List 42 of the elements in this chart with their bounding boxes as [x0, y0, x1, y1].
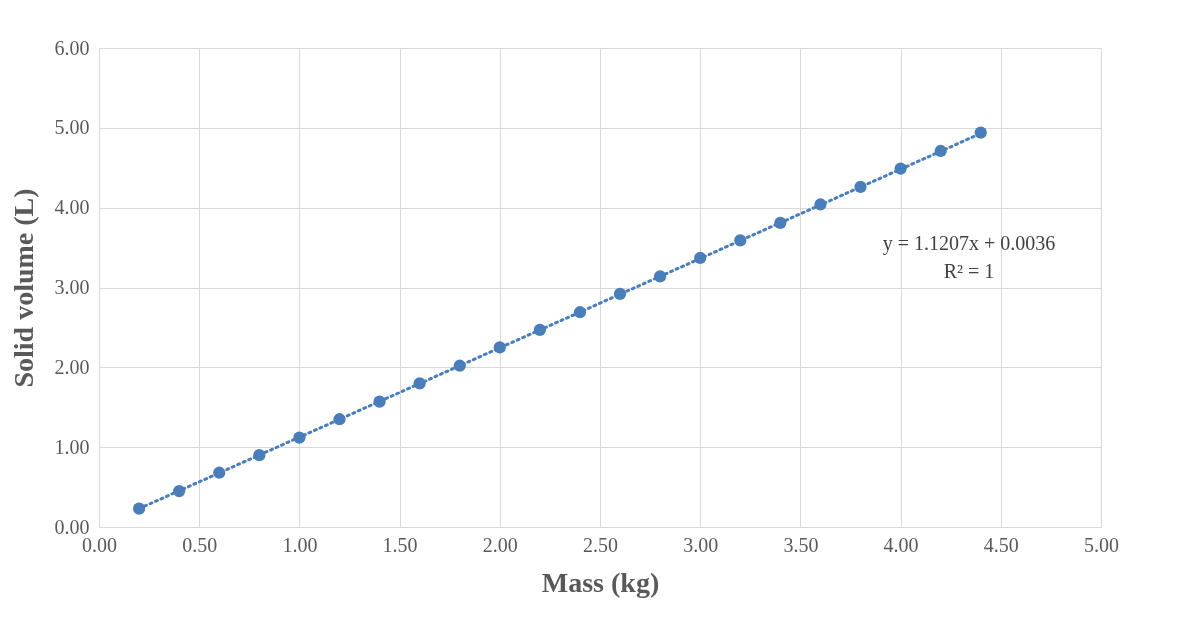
y-tick-label: 2.00: [54, 355, 90, 378]
point: [774, 216, 787, 229]
y-tick-label: 5.00: [54, 116, 90, 139]
x-tick-label: 3.50: [783, 533, 819, 556]
x-tick-label: 1.00: [282, 533, 318, 556]
point: [814, 198, 827, 211]
point: [974, 126, 987, 139]
point: [894, 162, 907, 175]
point: [373, 395, 386, 408]
y-axis-title: Solid volume (L): [7, 188, 39, 388]
point: [293, 431, 306, 444]
y-tick-label: 1.00: [54, 435, 90, 458]
x-tick-label: 4.50: [983, 533, 1019, 556]
point: [253, 449, 266, 462]
point: [333, 413, 346, 426]
point: [453, 359, 466, 372]
point: [694, 251, 707, 265]
x-tick-label: 1.50: [382, 533, 418, 556]
x-axis-title: Mass (kg): [541, 566, 660, 598]
y-tick-label: 3.00: [54, 276, 90, 298]
x-tick-label: 2.00: [482, 533, 518, 556]
x-tick-label: 2.50: [583, 533, 618, 556]
point: [132, 502, 146, 515]
y-tick-label: 6.00: [54, 36, 90, 59]
y-tick-label: 4.00: [54, 196, 90, 219]
point: [934, 144, 947, 158]
point: [613, 287, 627, 300]
point: [734, 234, 747, 247]
x-tick-label: 0.50: [182, 533, 218, 556]
x-tick-label: 3.00: [683, 533, 719, 556]
point: [493, 341, 506, 354]
point: [413, 377, 426, 390]
point: [854, 180, 867, 194]
x-tick-label: 5.00: [1084, 533, 1119, 556]
x-tick-label: 4.00: [883, 533, 919, 556]
point: [533, 323, 546, 336]
point: [654, 270, 667, 283]
point: [573, 306, 587, 319]
annotation: R² = 1: [943, 260, 995, 282]
annotation: y = 1.1207x + 0.0036: [882, 232, 1056, 255]
point: [173, 484, 186, 498]
point: [213, 466, 226, 479]
